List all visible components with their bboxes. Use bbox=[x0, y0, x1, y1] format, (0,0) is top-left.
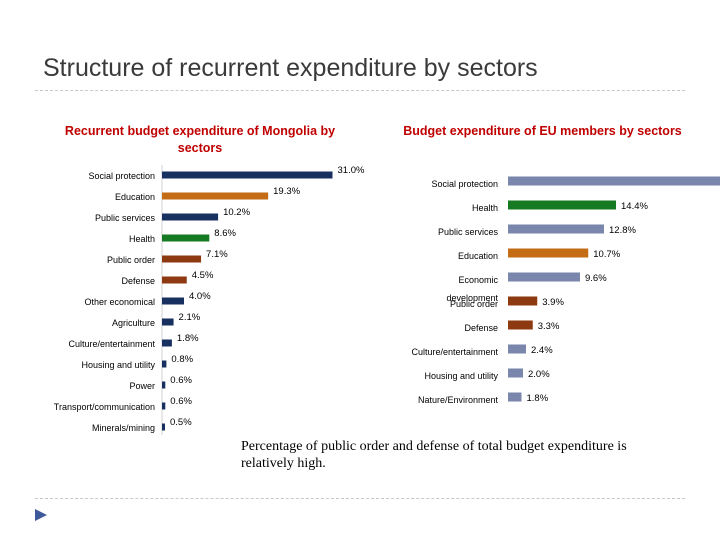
left-bar bbox=[162, 213, 219, 221]
left-bar bbox=[162, 276, 187, 284]
right-bar bbox=[508, 176, 720, 186]
right-category-label: Public order bbox=[450, 299, 498, 309]
left-category-label: Agriculture bbox=[112, 318, 155, 328]
right-category-label: development bbox=[446, 293, 498, 303]
left-value-label: 0.5% bbox=[170, 417, 192, 428]
left-category-label: Transport/communication bbox=[54, 402, 155, 412]
left-value-label: 2.1% bbox=[179, 312, 201, 323]
left-chart-title: Recurrent budget expenditure of Mongolia… bbox=[64, 124, 336, 155]
right-category-label: Economic bbox=[458, 275, 498, 285]
right-value-label: 9.6% bbox=[585, 273, 607, 284]
left-bar bbox=[162, 402, 166, 410]
right-bar bbox=[508, 248, 589, 258]
left-value-label: 8.6% bbox=[214, 228, 236, 239]
right-category-label: Social protection bbox=[431, 179, 498, 189]
title-divider bbox=[35, 90, 685, 91]
right-category-label: Public services bbox=[438, 227, 499, 237]
right-bar bbox=[508, 392, 522, 402]
left-category-label: Minerals/mining bbox=[92, 423, 155, 433]
right-value-label: 14.4% bbox=[621, 201, 648, 212]
left-value-label: 1.8% bbox=[177, 333, 199, 344]
slide-nav-arrow-icon[interactable] bbox=[34, 508, 48, 522]
right-bar bbox=[508, 344, 526, 354]
right-value-label: 2.4% bbox=[531, 345, 553, 356]
left-bar bbox=[162, 234, 210, 242]
right-bar bbox=[508, 272, 580, 282]
left-bar bbox=[162, 381, 166, 389]
right-category-label: Housing and utility bbox=[424, 371, 498, 381]
right-value-label: 10.7% bbox=[593, 249, 620, 260]
left-category-label: Other economical bbox=[84, 297, 155, 307]
right-value-label: 2.0% bbox=[528, 369, 550, 380]
bottom-divider bbox=[35, 498, 685, 499]
left-bar bbox=[162, 423, 165, 431]
right-value-label: 1.8% bbox=[527, 393, 549, 404]
right-bar bbox=[508, 224, 604, 234]
left-value-label: 4.0% bbox=[189, 291, 211, 302]
left-category-label: Social protection bbox=[88, 171, 155, 181]
left-bar bbox=[162, 360, 167, 368]
right-chart-title: Budget expenditure of EU members by sect… bbox=[403, 124, 682, 138]
right-category-label: Culture/entertainment bbox=[411, 347, 498, 357]
right-value-label: 3.3% bbox=[538, 321, 560, 332]
left-value-label: 0.6% bbox=[170, 375, 192, 386]
left-bar bbox=[162, 171, 333, 179]
right-category-label: Defense bbox=[464, 323, 498, 333]
left-category-label: Public order bbox=[107, 255, 155, 265]
left-bar bbox=[162, 318, 174, 326]
left-category-label: Public services bbox=[95, 213, 156, 223]
left-value-label: 31.0% bbox=[338, 165, 365, 176]
right-value-label: 3.9% bbox=[542, 297, 564, 308]
right-value-label: 12.8% bbox=[609, 225, 636, 236]
right-bar bbox=[508, 200, 616, 210]
left-category-label: Defense bbox=[121, 276, 155, 286]
left-value-label: 10.2% bbox=[223, 207, 250, 218]
footnote-text: Percentage of public order and defense o… bbox=[241, 439, 627, 471]
left-category-label: Housing and utility bbox=[81, 360, 155, 370]
left-value-label: 7.1% bbox=[206, 249, 228, 260]
right-category-label: Education bbox=[458, 251, 498, 261]
right-category-label: Health bbox=[472, 203, 498, 213]
left-bar bbox=[162, 192, 269, 200]
left-category-label: Health bbox=[129, 234, 155, 244]
right-bar bbox=[508, 320, 533, 330]
left-bar bbox=[162, 297, 184, 305]
right-bar bbox=[508, 296, 538, 306]
left-value-label: 0.6% bbox=[170, 396, 192, 407]
left-category-label: Power bbox=[129, 381, 155, 391]
slide-title: Structure of recurrent expenditure by se… bbox=[43, 54, 538, 82]
left-value-label: 19.3% bbox=[273, 186, 300, 197]
right-bar-chart: Social protection39.0%Health14.4%Public … bbox=[411, 176, 720, 405]
left-bar-chart: Social protection 31.0% Education 19.3% Publ… bbox=[54, 165, 365, 435]
left-value-label: 0.8% bbox=[171, 354, 193, 365]
left-bar bbox=[162, 255, 202, 263]
left-bar bbox=[162, 339, 172, 347]
right-bar bbox=[508, 368, 523, 378]
right-category-label: Nature/Environment bbox=[418, 395, 499, 405]
left-value-label: 4.5% bbox=[192, 270, 214, 281]
left-category-label: Education bbox=[115, 192, 155, 202]
left-category-label: Culture/entertainment bbox=[68, 339, 155, 349]
